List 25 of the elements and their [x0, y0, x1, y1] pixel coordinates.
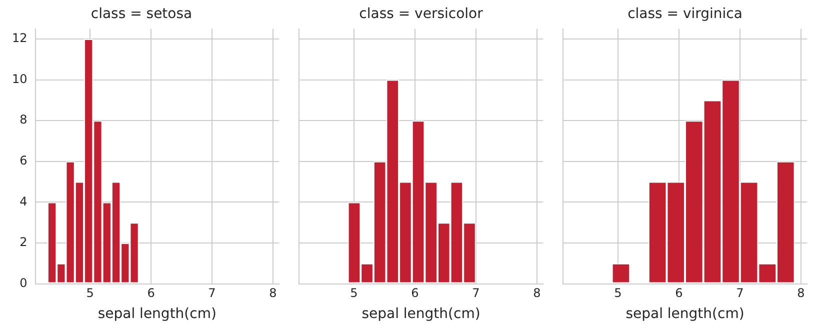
x-tick-label: 5	[350, 286, 358, 300]
x-tick-label: 7	[472, 286, 480, 300]
y-tick-label: 0	[20, 276, 28, 290]
chart-title: class = setosa	[90, 6, 192, 22]
x-tick-label: 7	[208, 286, 216, 300]
y-tick-label: 6	[20, 154, 28, 168]
x-axis-title: sepal length(cm)	[626, 306, 744, 322]
x-tick-label: 6	[411, 286, 419, 300]
y-tick-label: 2	[20, 235, 28, 250]
y-tick-label: 12	[12, 31, 28, 46]
x-tick-label: 8	[269, 286, 277, 300]
x-tick-label: 6	[675, 286, 683, 300]
y-tick-label: 8	[20, 112, 28, 127]
x-tick-label: 8	[533, 286, 541, 300]
x-axis-title: sepal length(cm)	[362, 306, 480, 322]
chart-title: class = virginica	[628, 6, 742, 22]
x-tick-label: 7	[736, 286, 744, 300]
y-tick-label: 10	[12, 72, 28, 86]
x-tick-label: 5	[614, 286, 622, 300]
x-tick-label: 6	[147, 286, 155, 300]
x-tick-label: 5	[86, 286, 94, 300]
y-tick-label: 4	[20, 194, 28, 208]
x-tick-label: 8	[797, 286, 805, 300]
chart-title: class = versicolor	[359, 6, 484, 22]
x-axis-title: sepal length(cm)	[98, 306, 216, 322]
